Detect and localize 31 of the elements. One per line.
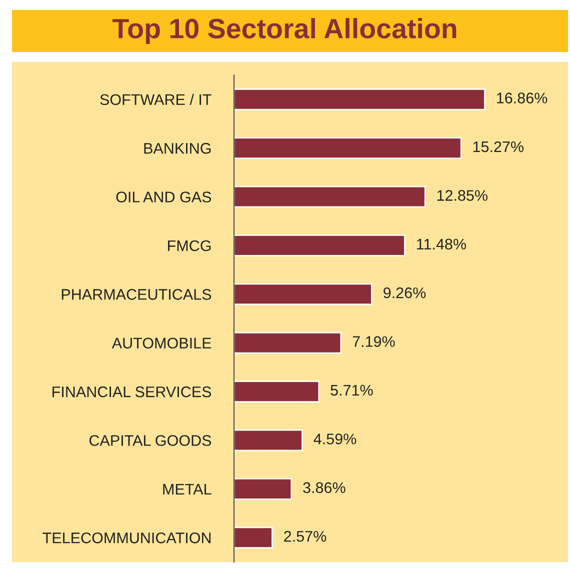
data-label: 15.27% [473, 141, 524, 152]
bar [234, 526, 273, 549]
y-tick-label: SOFTWARE / IT [100, 94, 212, 106]
data-label: 12.85% [437, 190, 488, 201]
y-tick-label: FINANCIAL SERVICES [52, 386, 212, 398]
y-tick-label: CAPITAL GOODS [89, 435, 212, 446]
bar [234, 88, 486, 110]
bar [234, 429, 303, 452]
bar [234, 283, 372, 306]
data-label: 16.86% [497, 92, 548, 104]
bar [234, 380, 320, 402]
data-label: 4.59% [314, 434, 356, 444]
y-tick-label: FMCG [168, 240, 211, 252]
bar [234, 137, 462, 159]
data-label: 3.86% [303, 482, 346, 494]
y-tick-label: METAL [163, 484, 212, 494]
data-label: 7.19% [352, 336, 395, 347]
y-tick-label: BANKING [144, 142, 211, 154]
bar [234, 332, 342, 354]
data-label: 2.57% [284, 530, 326, 542]
data-label: 9.26% [384, 287, 426, 298]
y-tick-label: OIL AND GAS [116, 192, 212, 202]
data-label: 11.48% [417, 238, 466, 250]
bar [234, 478, 292, 500]
y-tick-label: AUTOMOBILE [112, 338, 212, 349]
y-tick-label: PHARMACEUTICALS [62, 289, 212, 300]
data-label: 5.71% [330, 384, 373, 396]
bar [234, 234, 406, 256]
bar [234, 186, 426, 208]
y-tick-label: TELECOMMUNICATION [42, 532, 211, 544]
chart-title: Top 10 Sectoral Allocation [112, 18, 456, 44]
